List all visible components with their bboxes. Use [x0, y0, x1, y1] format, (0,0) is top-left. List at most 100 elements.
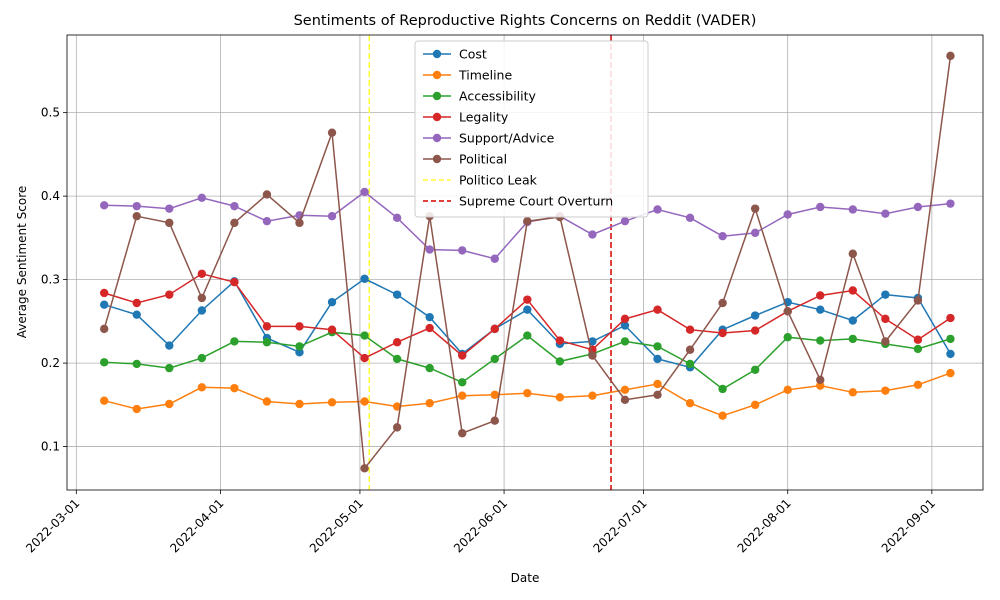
data-point	[490, 416, 499, 425]
data-point	[913, 380, 923, 390]
data-point	[197, 193, 207, 202]
data-point	[750, 400, 760, 410]
data-point	[458, 429, 467, 438]
y-axis-label: Average Sentiment Score	[15, 186, 29, 339]
data-point	[881, 209, 890, 218]
data-point	[327, 128, 337, 137]
data-point	[848, 388, 858, 397]
data-point	[132, 211, 141, 221]
data-point	[750, 204, 760, 213]
data-point	[848, 334, 858, 344]
data-point	[685, 325, 695, 334]
data-point	[197, 383, 207, 392]
data-point	[620, 395, 630, 405]
data-point	[718, 328, 727, 338]
data-point	[653, 342, 662, 351]
data-point	[718, 298, 727, 308]
data-point	[99, 300, 109, 309]
data-point	[653, 354, 662, 364]
data-point	[848, 286, 858, 295]
data-point	[913, 335, 923, 344]
data-point	[946, 368, 955, 378]
y-tick-label: 0.1	[41, 440, 60, 454]
data-point	[295, 322, 304, 331]
x-tick-label: 2022-06-01	[451, 496, 510, 555]
data-point	[392, 423, 402, 432]
data-point	[165, 290, 174, 299]
series-political	[99, 51, 955, 473]
data-point	[230, 277, 239, 287]
data-point	[848, 205, 858, 214]
data-point	[327, 297, 337, 307]
data-point	[392, 354, 402, 364]
data-point	[458, 246, 467, 255]
data-point	[230, 218, 239, 228]
legend-entry-timeline: Timeline	[423, 68, 512, 83]
data-point	[392, 338, 402, 347]
x-tick-label: 2022-08-01	[735, 496, 794, 555]
legend-entry-legality: Legality	[423, 110, 509, 125]
data-point	[555, 336, 565, 345]
y-tick-label: 0.2	[41, 356, 60, 370]
data-point	[523, 216, 532, 226]
data-point	[523, 295, 532, 304]
data-point	[490, 354, 499, 364]
data-point	[165, 204, 174, 213]
data-point	[360, 187, 369, 197]
data-point	[132, 201, 141, 211]
data-point	[490, 254, 499, 263]
data-point	[913, 296, 923, 305]
data-point	[132, 404, 141, 414]
grid	[67, 35, 983, 490]
data-point	[262, 397, 272, 406]
data-point	[555, 357, 565, 366]
data-point	[783, 385, 792, 395]
series-line-legality	[103, 272, 951, 359]
data-point	[685, 359, 695, 369]
legend-entry-accessibility: Accessibility	[423, 89, 537, 104]
data-point	[165, 341, 174, 350]
data-point	[750, 228, 760, 238]
legend-swatch-marker	[432, 49, 442, 59]
data-point	[620, 385, 630, 395]
y-tick-label: 0.5	[41, 106, 60, 120]
data-point	[718, 384, 727, 394]
data-point	[392, 402, 402, 411]
data-point	[99, 358, 109, 367]
data-point	[816, 291, 825, 300]
legend-label: Legality	[459, 110, 509, 125]
series-line-cost	[103, 277, 952, 369]
data-point	[523, 331, 532, 340]
legend-swatch-marker	[432, 133, 442, 143]
data-point	[685, 345, 695, 354]
data-point	[816, 381, 825, 390]
legend-swatch-marker	[432, 70, 442, 80]
data-point	[295, 348, 304, 357]
data-point	[881, 314, 890, 324]
x-tick-label: 2022-05-01	[307, 496, 366, 555]
data-point	[295, 399, 304, 409]
data-point	[99, 201, 109, 210]
legend-label: Politico Leak	[459, 173, 538, 188]
data-point	[881, 386, 890, 395]
data-point	[230, 201, 239, 211]
data-point	[425, 312, 434, 322]
legend-swatch-marker	[432, 154, 442, 164]
data-point	[620, 337, 630, 346]
data-point	[685, 213, 695, 223]
data-point	[425, 245, 434, 254]
data-point	[750, 311, 760, 320]
data-point	[99, 396, 109, 405]
data-point	[653, 305, 662, 314]
data-point	[197, 306, 207, 315]
data-point	[360, 464, 369, 473]
data-point	[523, 305, 532, 314]
data-point	[262, 338, 272, 347]
legend-label: Supreme Court Overturn	[459, 194, 613, 209]
data-point	[685, 398, 695, 408]
legend-entry-supreme-court-overturn: Supreme Court Overturn	[423, 194, 613, 209]
data-point	[881, 290, 890, 299]
data-point	[848, 249, 858, 258]
x-axis-label: Date	[511, 571, 540, 585]
data-point	[392, 290, 402, 299]
